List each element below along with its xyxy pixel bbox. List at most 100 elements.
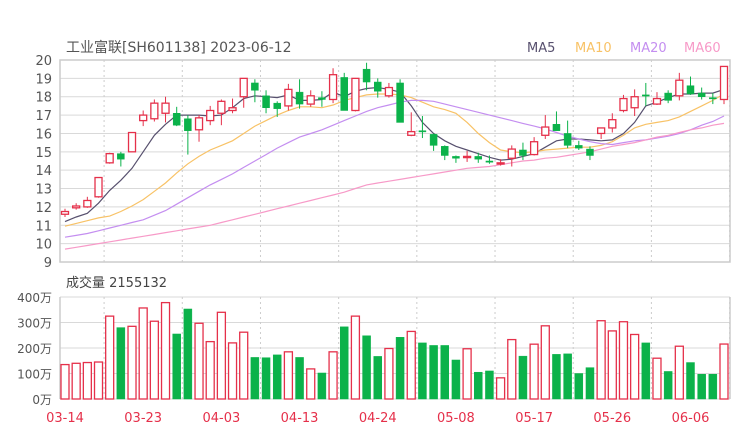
volume-bar	[529, 343, 539, 400]
volume-bar	[250, 357, 260, 400]
candle	[172, 106, 181, 127]
volume-bar	[507, 338, 517, 400]
candle	[396, 79, 404, 123]
candle	[541, 115, 550, 139]
volume-bar	[451, 359, 461, 400]
candle	[284, 83, 293, 111]
volume-bar	[216, 311, 227, 400]
price-y-axis: 20 19 18 17 16 15 14 13 12 11 10 9	[35, 54, 52, 271]
candle-body	[94, 176, 103, 198]
x-tick-label: 04-03	[202, 411, 240, 426]
y-tick-label: 14	[35, 164, 52, 179]
candle-body	[362, 68, 371, 83]
volume-bar	[93, 361, 104, 400]
candle	[474, 152, 483, 163]
candle	[105, 152, 114, 164]
volume-bar	[194, 322, 204, 400]
volume-bar	[127, 325, 137, 400]
volume-bar	[362, 335, 371, 400]
candle-body	[172, 113, 181, 126]
legend-ma20: MA20	[630, 41, 667, 56]
candle	[507, 145, 516, 167]
volume-bar	[317, 372, 327, 400]
candle-body	[519, 149, 527, 156]
volume-bar	[719, 343, 729, 400]
candle	[496, 159, 505, 166]
candle-body	[194, 117, 204, 131]
candle	[596, 127, 606, 139]
candle-body	[351, 77, 360, 112]
legend-ma60: MA60	[684, 41, 721, 56]
candle-body	[72, 205, 81, 209]
candle	[563, 120, 572, 149]
x-tick-label: 03-23	[124, 411, 162, 426]
candle	[686, 76, 695, 95]
volume-bar	[462, 348, 472, 400]
x-tick-label: 06-06	[672, 411, 710, 426]
y-tick-label: 15	[35, 146, 52, 161]
candle-body	[83, 199, 92, 208]
volume-bar	[373, 356, 382, 400]
candle-body	[318, 97, 326, 100]
candle	[206, 105, 215, 126]
candle-body	[719, 65, 729, 101]
volume-bar	[283, 351, 294, 400]
candle-body	[619, 97, 628, 112]
candle	[529, 137, 539, 156]
candle-body	[485, 160, 494, 163]
candle	[619, 94, 628, 113]
candle-body	[630, 96, 639, 109]
date-axis: 03-14 03-23 04-03 04-13 04-24 05-08 05-17 05-26…	[46, 411, 709, 426]
candle-body	[575, 145, 583, 149]
candle-body	[586, 148, 594, 156]
y-tick-label: 9	[44, 256, 52, 271]
candle	[139, 110, 148, 127]
candle-body	[273, 102, 281, 109]
volume-bar	[149, 320, 160, 400]
volume-bar	[641, 342, 651, 400]
y-tick-label: 0万	[32, 393, 52, 407]
candle	[60, 208, 70, 218]
candle-body	[686, 85, 695, 95]
candle-body	[184, 118, 192, 131]
volume-bar	[585, 367, 595, 400]
volume-title: 成交量 2155132	[66, 275, 167, 291]
candle-body	[284, 88, 293, 107]
candle	[462, 150, 472, 162]
y-tick-label: 12	[35, 201, 52, 216]
candle-body	[228, 107, 237, 112]
candle	[642, 82, 650, 106]
candle-body	[608, 119, 617, 129]
candle	[652, 92, 662, 105]
volume-bar	[339, 326, 349, 400]
candle	[608, 113, 617, 133]
candle-body	[697, 92, 706, 97]
candle-body	[664, 92, 672, 101]
volume-bar	[607, 330, 617, 400]
candle-body	[529, 141, 539, 156]
y-tick-label: 300万	[17, 317, 52, 331]
candle	[675, 72, 684, 101]
volume-bar	[105, 315, 115, 400]
candle	[362, 62, 371, 91]
volume-bar	[328, 351, 338, 400]
candle-body	[462, 155, 472, 159]
candle-body	[596, 127, 606, 135]
volume-bar	[205, 340, 215, 400]
volume-bar	[652, 357, 662, 400]
candle	[719, 65, 729, 105]
volume-bar	[272, 354, 282, 400]
price-grid	[59, 59, 731, 263]
volume-bar	[418, 342, 427, 400]
candle-body	[429, 134, 438, 146]
candle	[709, 93, 717, 105]
candle-body	[161, 102, 170, 114]
y-tick-label: 13	[35, 183, 52, 198]
candle-body	[552, 124, 561, 131]
x-tick-label: 04-13	[281, 411, 319, 426]
volume-bar	[552, 354, 561, 400]
candle-body	[251, 82, 259, 91]
candle	[184, 115, 192, 155]
candle	[273, 101, 281, 117]
